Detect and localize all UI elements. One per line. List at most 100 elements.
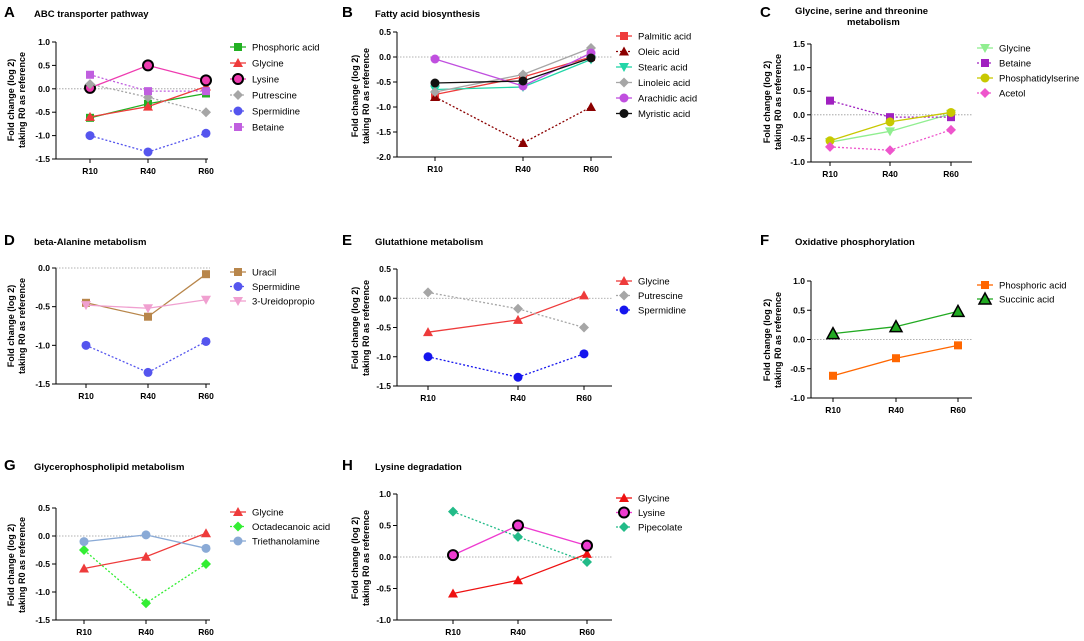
panel-letter: G: [4, 457, 16, 474]
data-point: [202, 270, 210, 279]
legend-label: Oleic acid: [638, 47, 680, 58]
x-tick-label: R10: [427, 164, 443, 174]
data-point: [513, 303, 523, 314]
data-point: [579, 322, 589, 333]
data-point: [826, 96, 834, 105]
data-point: [430, 78, 440, 88]
legend-label: Glycine: [638, 494, 670, 505]
y-tick-label: 1.0: [793, 276, 805, 286]
x-tick-label: R40: [888, 405, 904, 415]
x-tick-label: R10: [445, 627, 461, 637]
legend-label: Spermidine: [638, 306, 686, 317]
x-tick-label: R10: [78, 391, 94, 401]
data-point: [885, 117, 895, 127]
data-point: [143, 101, 153, 111]
data-point: [586, 102, 596, 111]
data-point: [201, 128, 211, 138]
data-point: [79, 537, 89, 547]
data-point: [202, 87, 210, 96]
panel-letter: C: [760, 4, 771, 21]
legend-item: Acetol: [977, 88, 1025, 100]
data-point: [448, 506, 458, 517]
legend-marker: [233, 282, 243, 291]
legend-label: Palmitic acid: [638, 32, 691, 43]
legend-marker: [981, 281, 989, 289]
data-point: [582, 548, 592, 558]
x-tick-label: R10: [420, 393, 436, 403]
x-tick-label: R60: [198, 391, 214, 401]
data-point: [79, 563, 89, 573]
series-line-spermidine: [427, 353, 585, 378]
legend-item: Phosphoric acid: [977, 281, 1067, 292]
y-axis-label: Fold change (log 2)taking R0 as referenc…: [350, 280, 371, 376]
chart-title: Fatty acid biosynthesis: [375, 9, 480, 20]
legend-label: Acetol: [999, 89, 1025, 100]
y-tick-label: -1.5: [376, 381, 391, 391]
data-point: [142, 59, 154, 72]
chart-title: beta-Alanine metabolism: [34, 237, 146, 248]
data-point: [579, 290, 589, 300]
panel-c: C Glycine, serine and threonine metabolism…: [760, 4, 1079, 179]
legend-label: Phosphatidylserine: [999, 74, 1079, 85]
data-point: [447, 549, 459, 562]
legend-label: Putrescine: [638, 291, 683, 302]
x-tick-label: R10: [822, 169, 838, 179]
x-tick-label: R10: [76, 627, 92, 637]
data-point: [143, 367, 153, 377]
legend-label: Lysine: [638, 508, 665, 519]
series-line-oleic-acid: [434, 96, 592, 144]
data-point: [892, 354, 900, 363]
data-point: [143, 147, 153, 157]
x-tick-label: R10: [825, 405, 841, 415]
series-line-glycine: [427, 294, 585, 333]
panel-f: F Oxidative phosphorylation Fold change (l…: [760, 232, 1067, 415]
data-point: [886, 113, 894, 122]
legend-marker: [619, 290, 629, 301]
data-point: [888, 319, 904, 333]
legend-label: Spermidine: [252, 282, 300, 293]
legend-marker: [234, 43, 242, 51]
y-tick-label: -2.0: [376, 152, 391, 162]
data-point: [513, 372, 523, 382]
data-point: [86, 70, 94, 79]
data-point: [79, 545, 89, 555]
y-axis-label: Fold change (log 2)taking R0 as referenc…: [6, 278, 27, 374]
y-tick-label: 0.5: [38, 60, 50, 70]
y-tick-label: 0.5: [379, 521, 391, 531]
data-point: [141, 530, 151, 540]
series-line-glycine: [452, 553, 588, 595]
y-tick-label: -1.0: [376, 102, 391, 112]
legend-marker: [619, 276, 629, 285]
legend-label: Octadecanoic acid: [252, 522, 330, 533]
data-point: [582, 557, 592, 568]
data-point: [885, 145, 895, 156]
legend-marker: [233, 536, 243, 546]
x-tick-label: R10: [82, 166, 98, 176]
legend-label: Betaine: [999, 59, 1031, 70]
x-tick-label: R60: [583, 164, 599, 174]
legend-item: Phosphoric acid: [230, 43, 320, 54]
data-point: [513, 314, 523, 324]
legend-item: Pipecolate: [616, 522, 682, 534]
data-point: [201, 295, 211, 305]
data-point: [946, 107, 956, 117]
y-axis-label: Fold change (log 2)taking R0 as referenc…: [6, 52, 27, 148]
legend-marker: [233, 106, 243, 116]
data-point: [448, 588, 458, 598]
y-tick-label: -0.5: [35, 302, 50, 312]
legend-item: Putrescine: [230, 90, 297, 102]
x-tick-label: R40: [140, 391, 156, 401]
data-point: [143, 304, 153, 314]
legend-marker: [980, 88, 990, 98]
y-tick-label: -1.5: [35, 615, 50, 625]
panel-g: G Glycerophospholipid metabolism Fold chan…: [4, 457, 330, 637]
panel-letter: E: [342, 232, 352, 249]
y-tick-label: -1.0: [35, 587, 50, 597]
y-tick-label: -0.5: [35, 107, 50, 117]
legend-item: Lysine: [230, 73, 279, 86]
legend-marker: [620, 32, 628, 40]
data-point: [141, 551, 151, 561]
legend-item: Triethanolamine: [230, 536, 320, 548]
